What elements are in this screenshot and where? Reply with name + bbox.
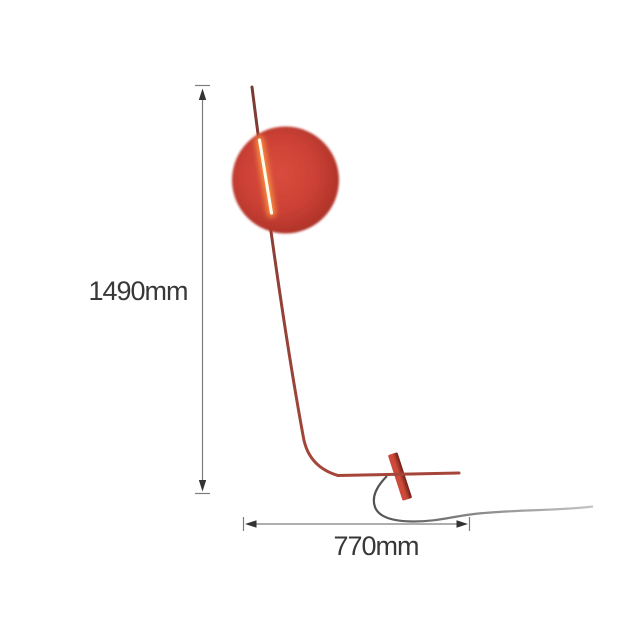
light-strip (257, 138, 274, 215)
base-foot (388, 452, 412, 501)
width-dimension-label: 770mm (333, 531, 418, 561)
arrow-up-icon (198, 88, 207, 100)
arrow-down-icon (198, 480, 207, 492)
height-dimension-line (195, 84, 210, 495)
width-dimension-line (242, 517, 471, 531)
power-cable (372, 475, 594, 523)
arrow-right-icon (456, 520, 468, 528)
arrow-left-icon (245, 520, 257, 528)
dimension-arrows (198, 88, 468, 528)
disc-shade (232, 126, 339, 234)
height-dimension-label: 1490mm (88, 276, 187, 306)
